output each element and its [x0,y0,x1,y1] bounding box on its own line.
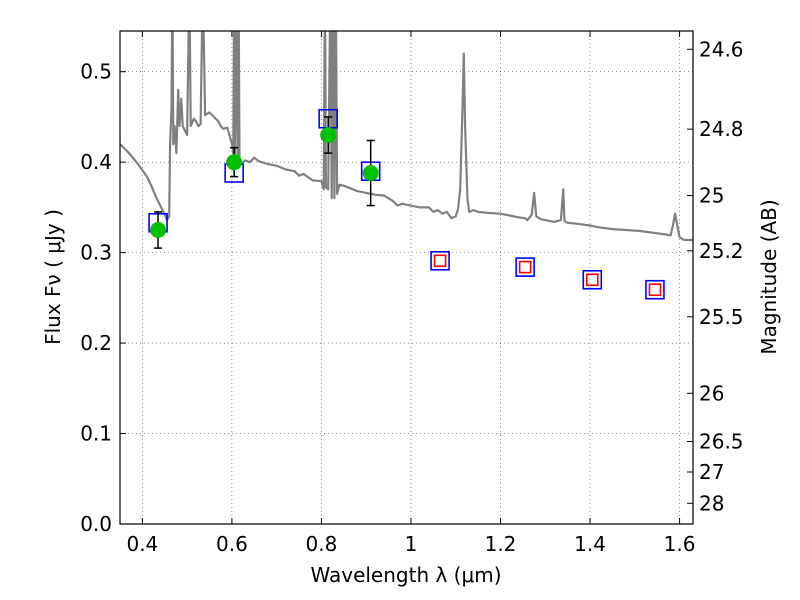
x-tick-label: 1.4 [574,532,606,556]
y-tick-label: 0.0 [80,512,112,536]
magnitude-tick-label: 26 [699,381,724,405]
observed-point [320,127,337,144]
plot-data [120,31,693,300]
upper-limit-marker [585,273,599,287]
y-tick-label: 0.4 [80,150,112,174]
x-tick-label: 0.4 [126,532,158,556]
magnitude-tick-label: 25.2 [699,239,744,263]
model-photometry-marker [582,269,603,290]
y-axis-label-left: Flux Fν ( μJy ) [41,209,65,345]
plot-frame [119,30,694,525]
magnitude-tick-label: 28 [699,491,724,515]
model-photometry-marker [430,250,450,271]
x-tick-label: 1.2 [485,532,517,556]
x-tick-label: 0.6 [216,532,248,556]
y-tick-label: 0.3 [80,241,112,265]
magnitude-tick-label: 25.5 [699,305,744,329]
magnitude-tick-label: 27 [699,460,724,484]
observed-point [226,154,243,171]
model-photometry-marker [645,279,665,300]
y-tick-label: 0.5 [80,60,112,84]
magnitude-tick-label: 25 [699,184,724,208]
y-tick-label: 0.1 [80,422,112,446]
y-axis-label-right: Magnitude (AB) [757,199,781,354]
magnitude-tick-label: 24.6 [699,37,744,61]
upper-limit-marker [433,254,447,268]
x-axis-label: Wavelength λ (μm) [310,563,501,587]
magnitude-tick-label: 26.5 [699,430,744,454]
upper-limit-marker [518,260,532,274]
x-tick-label: 0.8 [306,532,338,556]
model-photometry-marker [515,257,535,277]
upper-limit-marker [648,283,662,297]
observed-point [150,222,167,239]
magnitude-tick-label: 24.8 [699,117,744,141]
spectrum-line [120,31,693,242]
x-tick-label: 1.6 [664,532,696,556]
observed-point [362,165,379,182]
x-tick-label: 1 [405,532,418,556]
y-tick-label: 0.2 [80,331,112,355]
axis-ticks: 0.4 0.6 0.8 1 1.2 1.4 1.6 0.0 0.1 0.2 0.3 0.4 0.5 24.… [80,31,744,556]
